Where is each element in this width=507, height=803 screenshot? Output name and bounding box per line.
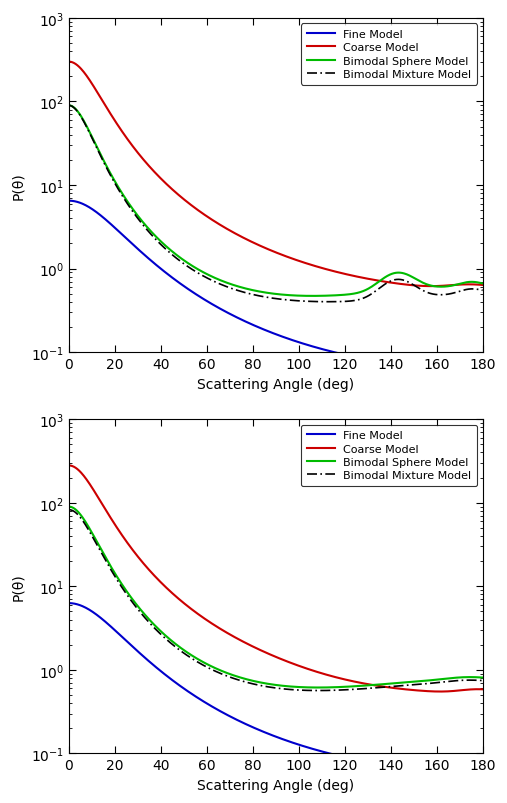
- Fine Model: [66, 598, 73, 608]
- Bimodal Mixture Model: [142, 613, 149, 623]
- Y-axis label: P(θ): P(θ): [11, 172, 25, 200]
- Bimodal Sphere Model: [159, 238, 165, 247]
- Bimodal Mixture Model: [142, 224, 149, 234]
- Fine Model: [66, 197, 73, 206]
- Fine Model: [125, 638, 131, 647]
- Bimodal Sphere Model: [142, 611, 149, 621]
- Coarse Model: [125, 136, 131, 145]
- Coarse Model: [142, 561, 149, 571]
- Bimodal Sphere Model: [310, 291, 316, 301]
- Line: Fine Model: Fine Model: [69, 603, 483, 757]
- Line: Coarse Model: Coarse Model: [69, 63, 483, 287]
- Line: Coarse Model: Coarse Model: [69, 466, 483, 691]
- Bimodal Mixture Model: [315, 686, 321, 695]
- Legend: Fine Model, Coarse Model, Bimodal Sphere Model, Bimodal Mixture Model: Fine Model, Coarse Model, Bimodal Sphere…: [301, 426, 477, 487]
- Fine Model: [318, 344, 324, 354]
- Coarse Model: [318, 669, 324, 679]
- Coarse Model: [428, 282, 434, 291]
- Bimodal Mixture Model: [66, 101, 73, 111]
- Coarse Model: [142, 158, 149, 168]
- Bimodal Mixture Model: [480, 286, 486, 296]
- Coarse Model: [66, 461, 73, 471]
- Coarse Model: [434, 282, 440, 291]
- Line: Bimodal Sphere Model: Bimodal Sphere Model: [69, 106, 483, 296]
- Bimodal Mixture Model: [376, 683, 382, 692]
- Bimodal Sphere Model: [376, 277, 382, 287]
- Fine Model: [348, 352, 354, 361]
- Bimodal Sphere Model: [125, 198, 131, 208]
- Bimodal Sphere Model: [125, 589, 131, 598]
- Coarse Model: [480, 281, 486, 291]
- Bimodal Mixture Model: [159, 630, 165, 640]
- Bimodal Sphere Model: [66, 502, 73, 512]
- Fine Model: [434, 752, 440, 762]
- Bimodal Sphere Model: [66, 101, 73, 111]
- Line: Fine Model: Fine Model: [69, 202, 483, 357]
- Bimodal Mixture Model: [125, 201, 131, 210]
- Bimodal Mixture Model: [319, 686, 325, 695]
- Bimodal Sphere Model: [142, 221, 149, 230]
- Fine Model: [376, 352, 382, 361]
- Line: Bimodal Mixture Model: Bimodal Mixture Model: [69, 106, 483, 303]
- Bimodal Sphere Model: [480, 673, 486, 683]
- Bimodal Mixture Model: [376, 284, 382, 294]
- Coarse Model: [125, 540, 131, 549]
- Y-axis label: P(θ): P(θ): [11, 573, 25, 601]
- Fine Model: [376, 752, 382, 762]
- Coarse Model: [480, 685, 486, 695]
- X-axis label: Scattering Angle (deg): Scattering Angle (deg): [197, 377, 354, 391]
- Fine Model: [434, 352, 440, 361]
- Coarse Model: [66, 58, 73, 67]
- Line: Bimodal Sphere Model: Bimodal Sphere Model: [69, 507, 483, 687]
- Bimodal Sphere Model: [434, 675, 440, 685]
- Line: Bimodal Mixture Model: Bimodal Mixture Model: [69, 510, 483, 691]
- Bimodal Mixture Model: [318, 297, 324, 307]
- Bimodal Sphere Model: [434, 283, 440, 292]
- Bimodal Sphere Model: [376, 680, 382, 690]
- Fine Model: [159, 667, 165, 677]
- Coarse Model: [376, 681, 382, 691]
- Fine Model: [480, 752, 486, 762]
- Bimodal Sphere Model: [319, 683, 325, 692]
- Coarse Model: [159, 175, 165, 185]
- Bimodal Mixture Model: [125, 592, 131, 601]
- Fine Model: [480, 352, 486, 361]
- Fine Model: [343, 752, 349, 762]
- Fine Model: [142, 654, 149, 663]
- Coarse Model: [159, 579, 165, 589]
- Fine Model: [142, 251, 149, 261]
- Fine Model: [125, 236, 131, 246]
- Bimodal Sphere Model: [315, 683, 321, 692]
- Legend: Fine Model, Coarse Model, Bimodal Sphere Model, Bimodal Mixture Model: Fine Model, Coarse Model, Bimodal Sphere…: [301, 24, 477, 85]
- Coarse Model: [376, 276, 382, 286]
- Bimodal Sphere Model: [159, 627, 165, 637]
- Coarse Model: [433, 687, 440, 696]
- Fine Model: [159, 265, 165, 275]
- Bimodal Mixture Model: [66, 505, 73, 515]
- Bimodal Sphere Model: [319, 291, 325, 301]
- Coarse Model: [438, 687, 444, 696]
- Bimodal Mixture Model: [480, 676, 486, 686]
- Bimodal Mixture Model: [434, 291, 440, 300]
- Bimodal Mixture Model: [326, 298, 332, 308]
- Coarse Model: [318, 263, 324, 273]
- Bimodal Mixture Model: [159, 241, 165, 251]
- Fine Model: [318, 747, 324, 756]
- Bimodal Mixture Model: [434, 678, 440, 687]
- X-axis label: Scattering Angle (deg): Scattering Angle (deg): [197, 778, 354, 792]
- Bimodal Sphere Model: [480, 279, 486, 289]
